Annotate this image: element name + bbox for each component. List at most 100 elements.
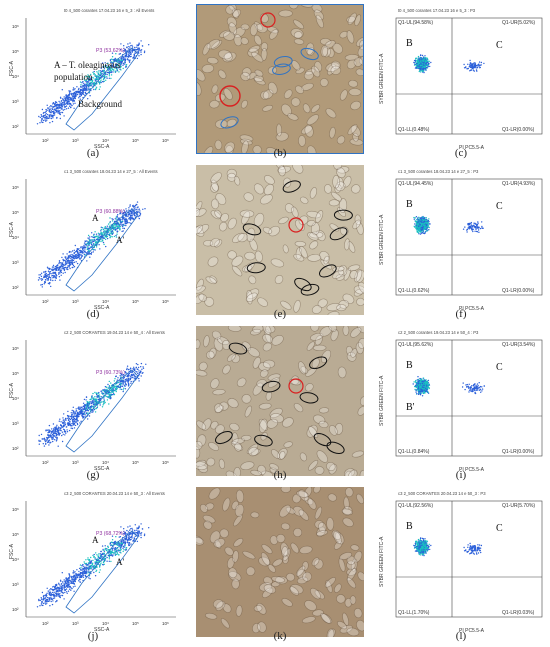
caption-left: (d) <box>86 308 100 320</box>
quadrant-ur: Q1-UR(3.54%) <box>502 342 535 348</box>
background-label: Background <box>78 99 122 109</box>
svg-text:10⁵: 10⁵ <box>12 210 19 215</box>
caption-left: (j) <box>87 630 99 642</box>
svg-text:10⁵: 10⁵ <box>132 299 139 304</box>
label-c: C <box>496 523 503 534</box>
scatter-annotations: A A' <box>92 213 124 245</box>
svg-text:10⁴: 10⁴ <box>12 235 19 240</box>
quadrant-ul: Q1-UL(95.62%) <box>398 342 433 348</box>
quadrant-panel: c2 2_500 corantes 19.04.23 14 e 50_4 : P… <box>374 326 546 476</box>
x-axis-label: PI PC5.5-A <box>459 467 485 473</box>
scatter-title: c1 3_500 corantes 18.04.23 14 e 27_5 : A… <box>64 169 158 174</box>
svg-text:10⁶: 10⁶ <box>162 138 169 143</box>
caption-middle: (b) <box>273 147 287 159</box>
quadrant-points <box>413 54 485 74</box>
svg-text:10³: 10³ <box>12 99 19 104</box>
x-axis-label: SSC-A <box>94 466 110 472</box>
scatter-title: c3 2_500 CORANTES 20.04.23 14 e 50_3 : A… <box>64 491 165 496</box>
gate-polygon <box>65 369 139 453</box>
caption-right: (l) <box>455 630 467 642</box>
micrograph-image <box>196 165 364 315</box>
gate-polygon <box>65 530 139 614</box>
x-axis-label: PI PC5.5-A <box>459 628 485 634</box>
caption-right: (c) <box>454 147 468 159</box>
quadrant-ll: Q1-LL(1.70%) <box>398 610 430 616</box>
gate-label: P3 (53.62%) <box>96 48 125 54</box>
svg-text:10²: 10² <box>42 138 49 143</box>
micrograph <box>196 326 364 476</box>
micrograph <box>196 165 364 315</box>
scatter-points <box>38 362 147 447</box>
svg-text:10²: 10² <box>42 460 49 465</box>
label-a-prime: A' <box>116 557 124 567</box>
scatter-panel: c3 2_500 CORANTES 20.04.23 14 e 50_3 : A… <box>4 487 182 637</box>
svg-text:10³: 10³ <box>72 138 79 143</box>
caption-right: (f) <box>455 308 467 320</box>
svg-text:10⁴: 10⁴ <box>102 460 109 465</box>
svg-text:10⁴: 10⁴ <box>12 396 19 401</box>
y-axis-label: FSC-A <box>9 543 15 559</box>
svg-text:10²: 10² <box>12 124 19 129</box>
scatter-panel: t0 4_500 corantes 17.04.23 16 e 5_3 : Al… <box>4 4 182 154</box>
scatter-panel: c2 2_500 CORANTES 19.04.23 14 e 50_4 : A… <box>4 326 182 476</box>
y-axis-label: SYBR GREEN FITC-A <box>379 536 385 587</box>
svg-text:10⁶: 10⁶ <box>12 24 19 29</box>
quadrant-ll: Q1-LL(0.48%) <box>398 127 430 133</box>
quadrant-ul: Q1-UL(92.56%) <box>398 503 433 509</box>
svg-text:10⁵: 10⁵ <box>132 460 139 465</box>
svg-text:10⁶: 10⁶ <box>162 299 169 304</box>
quadrant-ul: Q1-UL(94.58%) <box>398 20 433 26</box>
micrograph-image <box>196 4 364 154</box>
svg-text:10⁵: 10⁵ <box>132 138 139 143</box>
svg-text:10³: 10³ <box>72 460 79 465</box>
label-b: B <box>406 38 413 49</box>
quadrant-plot: c2 2_500 corantes 19.04.23 14 e 50_4 : P… <box>379 330 543 473</box>
svg-text:10⁴: 10⁴ <box>102 299 109 304</box>
svg-text:10⁴: 10⁴ <box>12 74 19 79</box>
svg-text:10²: 10² <box>42 299 49 304</box>
y-axis-label: FSC-A <box>9 60 15 76</box>
quadrant-ur: Q1-UR(5.02%) <box>502 20 535 26</box>
gate-label: P3 (68.72%) <box>96 531 125 537</box>
y-axis-label: SYBR GREEN FITC-A <box>379 214 385 265</box>
y-axis-label: SYBR GREEN FITC-A <box>379 375 385 426</box>
scatter-annotations: A – T. oleaginosus population Background <box>54 60 122 109</box>
y-axis-label: FSC-A <box>9 221 15 237</box>
quadrant-title: c3 2_500 CORANTES 20.04.23 14 e 50_3 : P… <box>398 491 486 496</box>
label-a: A <box>92 535 99 545</box>
quadrant-panel: c1 3_500 corantes 18.04.23 14 e 27_5 : P… <box>374 165 546 315</box>
svg-text:10²: 10² <box>12 285 19 290</box>
caption-right: (i) <box>455 469 467 481</box>
quadrant-title: c1 3_500 corantes 18.04.23 14 e 27_5 : P… <box>398 169 479 174</box>
scatter-title: c2 2_500 CORANTES 19.04.23 14 e 50_4 : A… <box>64 330 165 335</box>
label-b-prime: B' <box>406 402 415 413</box>
label-a-prime: A' <box>116 235 124 245</box>
scatter-panel: c1 3_500 corantes 18.04.23 14 e 27_5 : A… <box>4 165 182 315</box>
label-b: B <box>406 360 413 371</box>
gate-polygon <box>65 47 139 131</box>
x-axis-label: SSC-A <box>94 144 110 150</box>
quadrant-panel: t0 4_500 corantes 17.04.23 16 e 5_3 : P3… <box>374 4 546 154</box>
quadrant-ll: Q1-LL(0.62%) <box>398 288 430 294</box>
x-axis-label: PI PC5.5-A <box>459 145 485 151</box>
svg-text:10³: 10³ <box>12 421 19 426</box>
scatter-title: t0 4_500 corantes 17.04.23 16 e 5_3 : Al… <box>64 8 154 13</box>
scatter-plot: c3 2_500 CORANTES 20.04.23 14 e 50_3 : A… <box>9 491 176 633</box>
quadrant-plot: c1 3_500 corantes 18.04.23 14 e 27_5 : P… <box>379 169 543 312</box>
quadrant-frame <box>395 17 543 135</box>
quadrant-points <box>412 376 485 397</box>
quadrant-lr: Q1-LR(0.00%) <box>502 127 535 133</box>
label-b: B <box>406 199 413 210</box>
caption-middle: (e) <box>273 308 287 320</box>
micrograph <box>196 4 364 154</box>
quadrant-lr: Q1-LR(0.03%) <box>502 610 535 616</box>
y-axis-label: SYBR GREEN FITC-A <box>379 53 385 104</box>
svg-text:10⁶: 10⁶ <box>12 185 19 190</box>
svg-text:10²: 10² <box>12 446 19 451</box>
label-c: C <box>496 362 503 373</box>
micrograph-image <box>196 326 364 476</box>
gate-label: P3 (60.73%) <box>96 370 125 376</box>
